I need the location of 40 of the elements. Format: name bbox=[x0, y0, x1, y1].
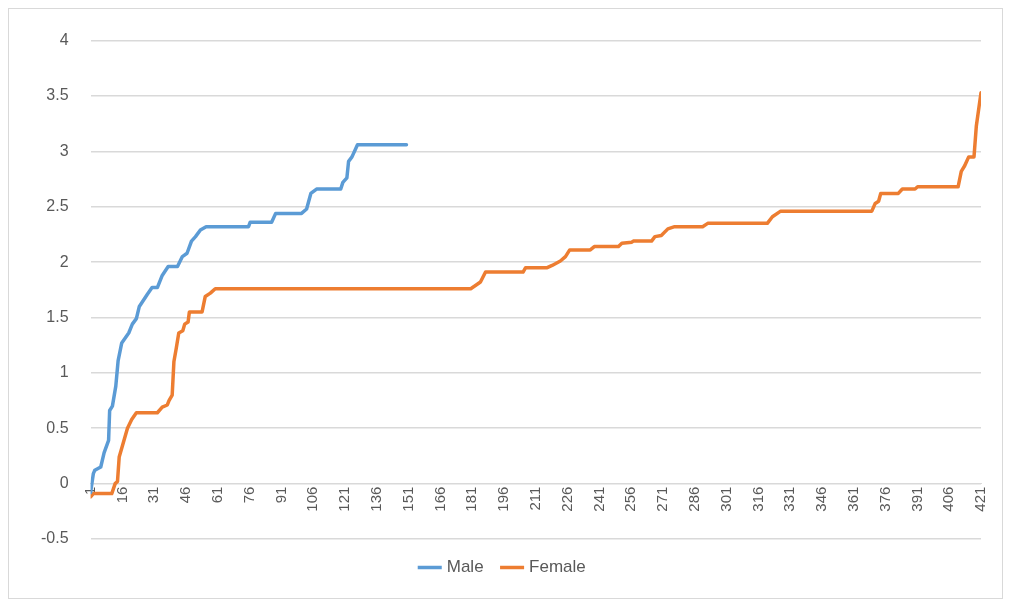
x-tick-label: 286 bbox=[684, 486, 702, 512]
x-tick-label: 121 bbox=[335, 486, 353, 512]
y-tick-label: 3.5 bbox=[46, 86, 69, 104]
x-tick-label: 16 bbox=[112, 486, 130, 504]
y-tick-label: 2 bbox=[59, 252, 69, 270]
x-tick-label: 31 bbox=[144, 486, 162, 504]
y-tick-label: 0 bbox=[59, 474, 69, 492]
y-tick-label: 2.5 bbox=[46, 197, 69, 215]
y-tick-label: -0.5 bbox=[40, 529, 69, 547]
x-tick-label: 406 bbox=[939, 486, 957, 512]
x-tick-label: 421 bbox=[971, 486, 989, 512]
x-tick-label: 271 bbox=[653, 486, 671, 512]
x-tick-label: 241 bbox=[589, 486, 607, 512]
x-tick-label: 181 bbox=[462, 486, 480, 512]
y-tick-label: 1.5 bbox=[46, 307, 69, 325]
x-tick-label: 376 bbox=[875, 486, 893, 512]
legend-label: Male bbox=[446, 557, 484, 577]
y-tick-label: 0.5 bbox=[46, 418, 69, 436]
y-tick-label: 3 bbox=[59, 141, 69, 159]
x-tick-label: 136 bbox=[366, 486, 384, 512]
x-tick-label: 46 bbox=[176, 486, 194, 504]
x-tick-label: 301 bbox=[716, 486, 734, 512]
x-tick-label: 166 bbox=[430, 486, 448, 512]
x-tick-label: 361 bbox=[843, 486, 861, 512]
x-tick-label: 346 bbox=[812, 486, 830, 512]
x-tick-label: 256 bbox=[621, 486, 639, 512]
x-tick-label: 226 bbox=[557, 486, 575, 512]
x-tick-label: 316 bbox=[748, 486, 766, 512]
x-tick-label: 151 bbox=[398, 486, 416, 512]
x-tick-label: 211 bbox=[525, 486, 543, 511]
y-tick-label: 1 bbox=[59, 363, 69, 381]
x-tick-label: 61 bbox=[207, 486, 225, 504]
x-tick-label: 91 bbox=[271, 486, 289, 504]
y-tick-label: 4 bbox=[59, 31, 69, 49]
x-tick-label: 106 bbox=[303, 486, 321, 512]
legend-label: Female bbox=[529, 557, 586, 577]
x-tick-label: 196 bbox=[494, 486, 512, 512]
x-tick-label: 76 bbox=[239, 486, 257, 504]
x-tick-label: 331 bbox=[780, 486, 798, 512]
x-tick-label: 391 bbox=[907, 486, 925, 512]
